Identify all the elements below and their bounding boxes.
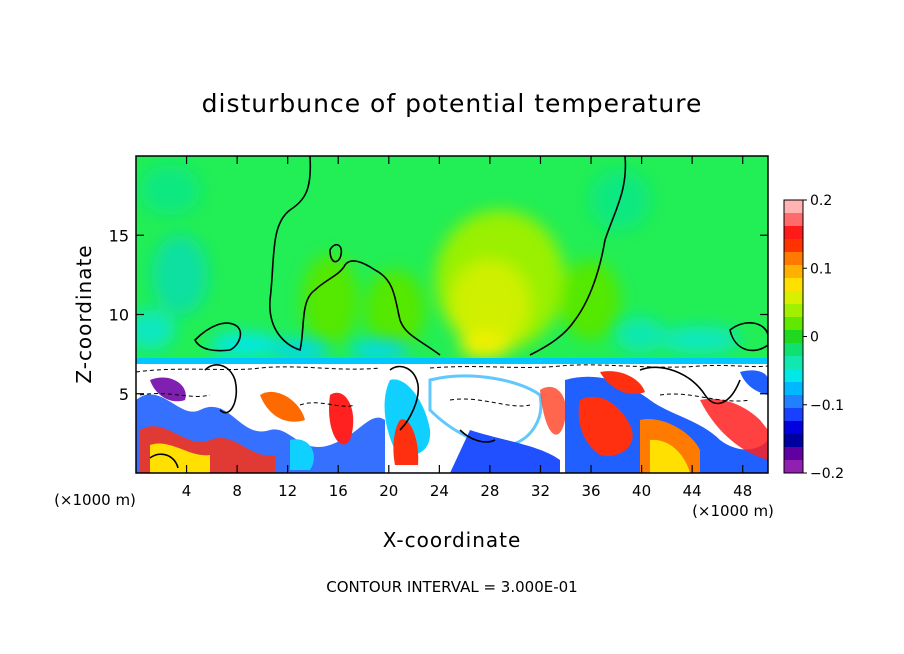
colorbar: 0.2 0.1 0 −0.1 −0.2	[784, 193, 844, 482]
colorbar-swatch	[784, 382, 803, 396]
x-tick-label: 44	[683, 482, 702, 500]
colorbar-swatch	[784, 356, 803, 370]
x-tick-label: 40	[632, 482, 651, 500]
x-tick-label: 28	[480, 482, 499, 500]
x-axis: 4 8 12 16 20 24 28 32 36 40 44 48	[182, 156, 752, 500]
x-tick-label: 48	[733, 482, 752, 500]
colorbar-swatch	[784, 434, 803, 448]
colorbar-frame	[783, 199, 804, 474]
colorbar-swatch	[784, 291, 803, 305]
colorbar-swatch	[784, 369, 803, 383]
negative-contours	[136, 364, 768, 407]
colorbar-swatch	[784, 239, 803, 253]
y-tick-label: 15	[109, 226, 129, 245]
x-unit-left: (×1000 m)	[54, 491, 136, 509]
x-unit-right: (×1000 m)	[692, 502, 774, 520]
colorbar-swatch	[784, 265, 803, 279]
colorbar-tick-label: −0.1	[810, 398, 844, 414]
colorbar-tick-label: 0	[810, 330, 819, 346]
colorbar-swatch	[784, 226, 803, 240]
colorbar-swatch	[784, 421, 803, 435]
x-tick-label: 24	[430, 482, 449, 500]
x-tick-label: 16	[329, 482, 348, 500]
colorbar-swatch	[784, 213, 803, 227]
lower-layer-anomalies	[136, 370, 768, 473]
x-tick-label: 20	[379, 482, 398, 500]
x-tick-label: 12	[278, 482, 297, 500]
contour-interval-note: CONTOUR INTERVAL = 3.000E-01	[326, 578, 577, 596]
contour-lines	[149, 156, 768, 469]
colorbar-swatch	[784, 447, 803, 461]
heatmap-field	[136, 156, 768, 473]
x-tick-label: 4	[182, 482, 192, 500]
colorbar-tick-label: −0.2	[810, 466, 844, 482]
colorbar-tick-label: 0.2	[810, 193, 832, 209]
x-tick-label: 8	[232, 482, 242, 500]
y-axis-label: Z-coordinate	[72, 244, 96, 383]
y-tick-label: 5	[119, 385, 129, 404]
x-tick-label: 32	[531, 482, 550, 500]
y-axis: 5 10 15	[109, 226, 768, 404]
colorbar-swatch	[784, 200, 803, 214]
x-axis-label: X-coordinate	[383, 528, 522, 552]
colorbar-swatch	[784, 317, 803, 331]
colorbar-tick-label: 0.1	[810, 261, 832, 277]
y-tick-label: 10	[109, 306, 129, 325]
colorbar-swatch	[784, 330, 803, 344]
colorbar-swatch	[784, 408, 803, 422]
colorbar-swatch	[784, 343, 803, 357]
colorbar-swatch	[784, 252, 803, 266]
colorbar-swatch	[784, 395, 803, 409]
chart-title: disturbunce of potential temperature	[202, 89, 703, 118]
colorbar-swatch	[784, 304, 803, 318]
colorbar-swatch	[784, 278, 803, 292]
x-tick-label: 36	[581, 482, 600, 500]
colorbar-swatch	[784, 460, 803, 474]
interface-band	[136, 358, 768, 364]
